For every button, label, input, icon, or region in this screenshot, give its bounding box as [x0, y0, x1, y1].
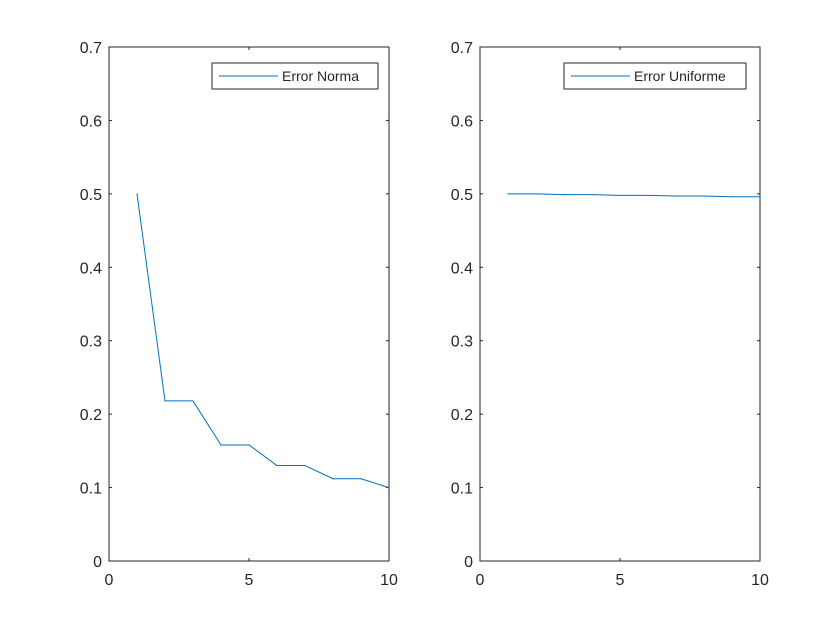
- legend: Error Norma: [211, 62, 379, 90]
- x-tick-label: 5: [616, 572, 625, 589]
- data-point: [164, 400, 166, 402]
- data-point: [192, 400, 194, 402]
- axes-box: [479, 46, 761, 562]
- legend: Error Uniforme: [563, 62, 747, 90]
- data-point: [731, 196, 733, 198]
- x-tick-label: 10: [751, 572, 769, 589]
- data-point: [535, 193, 537, 195]
- data-point: [248, 444, 250, 446]
- data-point: [647, 194, 649, 196]
- data-point: [759, 196, 761, 198]
- series-line-1: [136, 193, 390, 489]
- subplot-2: 0 0.1 0.2 0.3 0.4 0.5 0.6 0.7 0 5 10 Error Uniforme: [451, 40, 769, 589]
- x-tick-label: 0: [105, 572, 114, 589]
- y-tick-label: 0.6: [451, 113, 473, 130]
- legend-label: Error Norma: [282, 68, 359, 84]
- y-tick-label: 0.2: [80, 407, 102, 424]
- data-point: [136, 193, 138, 195]
- y-tick-label: 0: [464, 554, 473, 571]
- data-point: [276, 464, 278, 467]
- data-point: [591, 193, 593, 196]
- x-tick-label: 5: [245, 572, 254, 589]
- x-tick-label: 0: [476, 572, 485, 589]
- data-point: [332, 478, 334, 480]
- series-line-1: [508, 193, 760, 198]
- data-point: [388, 486, 390, 489]
- x-tick-label: 10: [380, 572, 398, 589]
- y-tick-label: 0.3: [451, 334, 473, 351]
- y-tick-label: 0.1: [451, 481, 473, 498]
- y-tick-label: 0.7: [80, 40, 102, 57]
- data-point: [563, 193, 565, 196]
- y-tick-label: 0.4: [451, 260, 473, 277]
- data-point: [507, 193, 509, 195]
- data-point: [360, 478, 362, 480]
- data-point: [675, 195, 677, 197]
- axes-box: [108, 46, 390, 562]
- y-tick-label: 0.5: [451, 187, 473, 204]
- data-point: [304, 464, 306, 467]
- y-tick-label: 0.5: [80, 187, 102, 204]
- y-tick-label: 0.1: [80, 481, 102, 498]
- y-tick-label: 0: [93, 554, 102, 571]
- y-tick-label: 0.7: [451, 40, 473, 57]
- y-tick-label: 0.2: [451, 407, 473, 424]
- data-point: [703, 195, 705, 197]
- y-tick-label: 0.3: [80, 334, 102, 351]
- data-point: [619, 194, 621, 196]
- data-point: [220, 444, 222, 446]
- subplot-1: 0 0.1 0.2 0.3 0.4 0.5 0.6 0.7 0 5 10 Error Norma: [80, 40, 398, 589]
- legend-label: Error Uniforme: [634, 68, 726, 84]
- y-tick-label: 0.4: [80, 260, 102, 277]
- y-tick-label: 0.6: [80, 113, 102, 130]
